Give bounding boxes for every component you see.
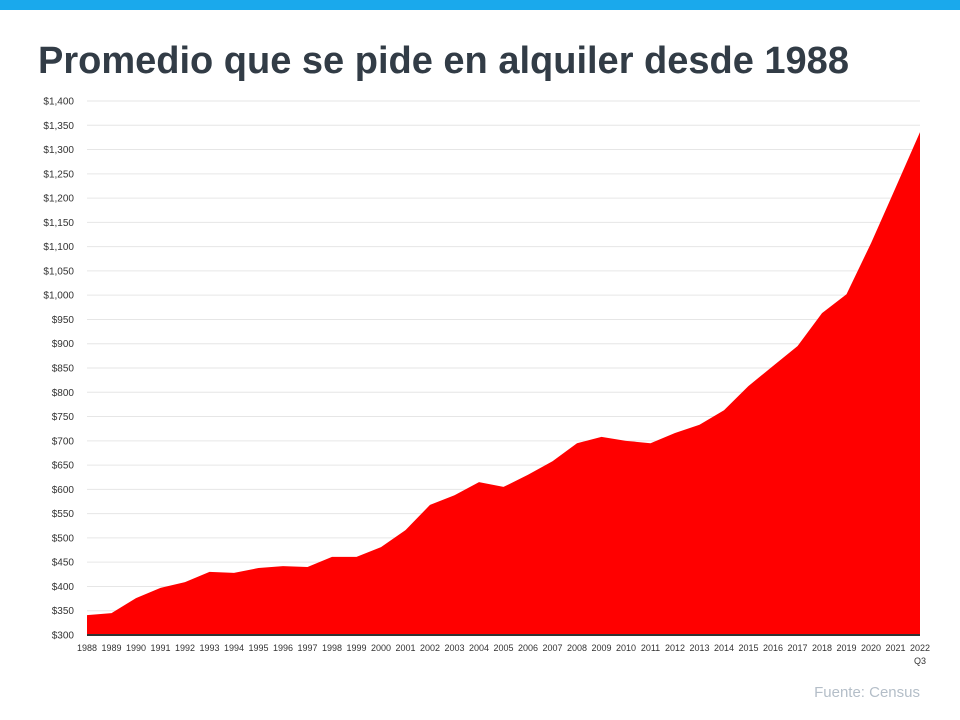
y-tick-label: $1,150 <box>43 218 74 229</box>
x-tick-label: 1999 <box>346 643 366 653</box>
y-tick-label: $800 <box>52 388 75 399</box>
y-tick-label: $450 <box>52 558 75 569</box>
x-tick-label: 2019 <box>836 643 856 653</box>
y-tick-label: $550 <box>52 509 75 520</box>
y-tick-label: $600 <box>52 485 75 496</box>
y-tick-label: $900 <box>52 339 75 350</box>
x-tick-label: 1989 <box>101 643 121 653</box>
x-tick-label: 1994 <box>224 643 244 653</box>
x-tick-label: 1993 <box>199 643 219 653</box>
x-tick-label: 1990 <box>126 643 146 653</box>
x-tick-label: 2002 <box>420 643 440 653</box>
x-tick-label: 2018 <box>812 643 832 653</box>
y-tick-label: $1,300 <box>43 145 74 156</box>
y-tick-label: $300 <box>52 631 75 642</box>
area-series <box>87 132 920 635</box>
x-tick-label: 2020 <box>861 643 881 653</box>
y-tick-label: $1,100 <box>43 242 74 253</box>
y-tick-label: $1,250 <box>43 169 74 180</box>
x-tick-label: 1998 <box>322 643 342 653</box>
x-tick-label: 2011 <box>641 643 660 653</box>
y-tick-label: $700 <box>52 436 75 447</box>
x-tick-label: 2004 <box>469 643 489 653</box>
x-tick-sublabel: Q3 <box>914 656 926 666</box>
y-tick-label: $400 <box>52 582 75 593</box>
x-tick-label: 2021 <box>885 643 905 653</box>
x-tick-label: 1992 <box>175 643 195 653</box>
y-tick-label: $650 <box>52 461 75 472</box>
top-accent-bar <box>0 0 960 10</box>
y-tick-label: $1,000 <box>43 291 74 302</box>
x-tick-label: 2007 <box>542 643 562 653</box>
y-tick-label: $1,200 <box>43 194 74 205</box>
source-note: Fuente: Census <box>814 684 920 701</box>
x-tick-label: 1991 <box>150 643 170 653</box>
x-tick-label: 2003 <box>444 643 464 653</box>
x-tick-label: 2010 <box>616 643 636 653</box>
x-tick-label: 2001 <box>395 643 415 653</box>
x-tick-label: 1988 <box>77 643 97 653</box>
x-tick-label: 2022 <box>910 643 930 653</box>
x-tick-label: 2016 <box>763 643 783 653</box>
y-tick-label: $350 <box>52 606 75 617</box>
x-tick-label: 2006 <box>518 643 538 653</box>
page-title: Promedio que se pide en alquiler desde 1… <box>38 40 849 82</box>
x-tick-label: 2015 <box>738 643 758 653</box>
x-tick-label: 2017 <box>787 643 807 653</box>
x-tick-label: 2000 <box>371 643 391 653</box>
y-tick-label: $500 <box>52 533 75 544</box>
y-tick-label: $1,050 <box>43 266 74 277</box>
x-tick-label: 1996 <box>273 643 293 653</box>
y-tick-label: $850 <box>52 364 75 375</box>
y-tick-label: $950 <box>52 315 75 326</box>
x-tick-label: 2009 <box>591 643 611 653</box>
x-tick-label: 2005 <box>493 643 513 653</box>
x-tick-label: 2008 <box>567 643 587 653</box>
x-tick-label: 2013 <box>689 643 709 653</box>
y-tick-label: $1,400 <box>43 97 74 108</box>
x-tick-label: 2014 <box>714 643 734 653</box>
x-tick-label: 1997 <box>297 643 317 653</box>
y-tick-label: $750 <box>52 412 75 423</box>
x-tick-label: 1995 <box>248 643 268 653</box>
y-tick-label: $1,350 <box>43 121 74 132</box>
x-tick-label: 2012 <box>665 643 685 653</box>
